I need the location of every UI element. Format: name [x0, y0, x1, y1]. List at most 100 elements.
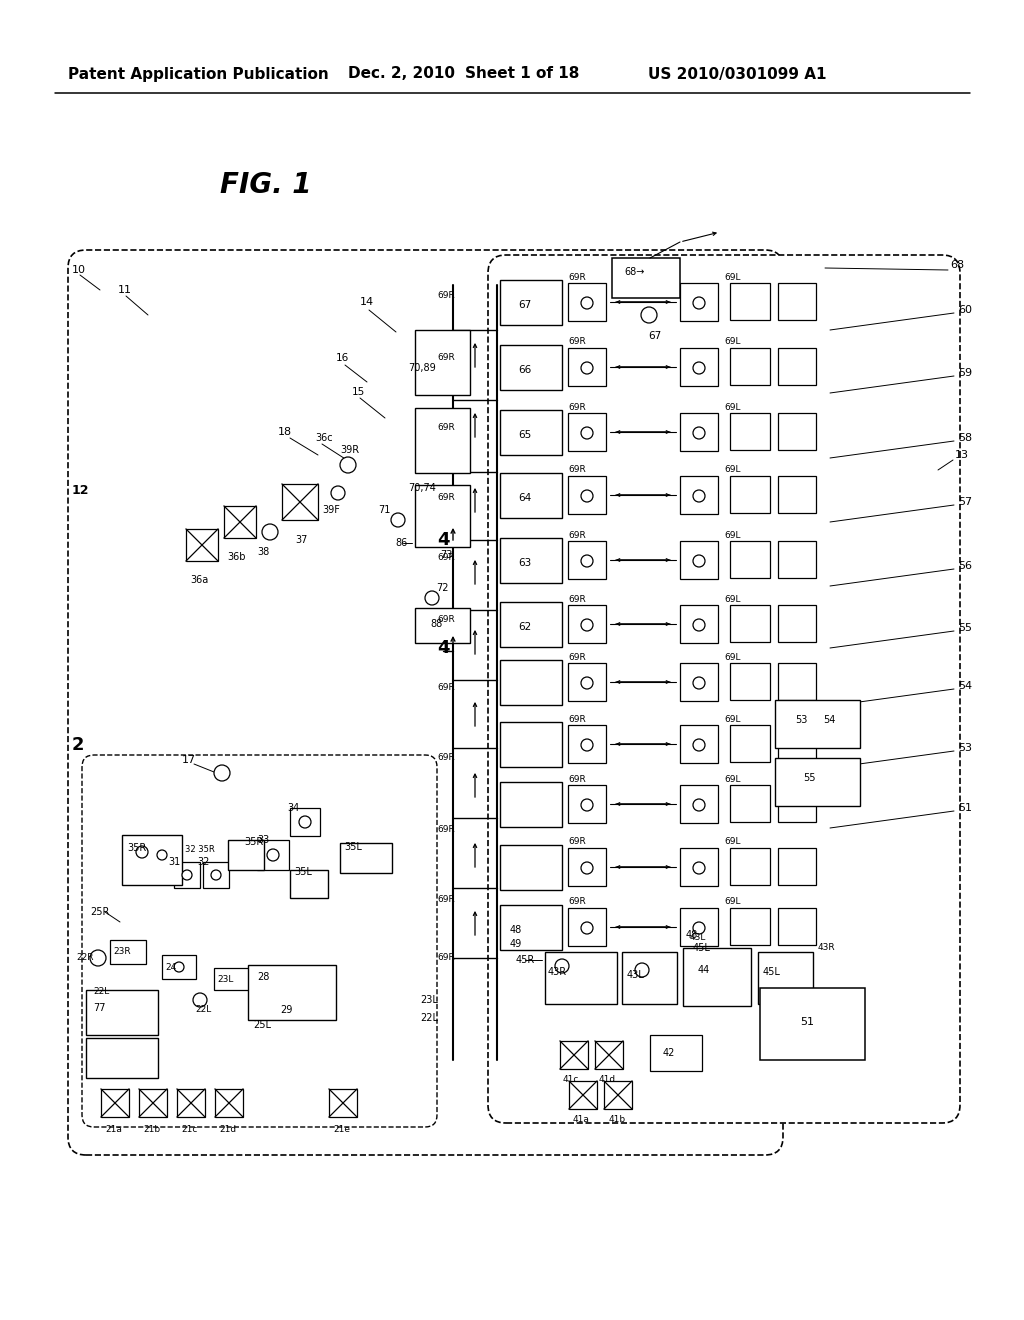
Text: 69R: 69R — [568, 652, 586, 661]
Bar — [282, 484, 318, 520]
Text: US 2010/0301099 A1: US 2010/0301099 A1 — [648, 66, 826, 82]
Circle shape — [581, 554, 593, 568]
Text: 69L: 69L — [724, 652, 740, 661]
Text: 63: 63 — [518, 558, 531, 568]
Text: 31: 31 — [168, 857, 180, 867]
Text: 28: 28 — [257, 972, 269, 982]
Text: 43R: 43R — [818, 944, 836, 953]
Text: 59: 59 — [958, 368, 972, 378]
Bar — [730, 541, 770, 578]
Text: 48: 48 — [686, 931, 698, 940]
Text: 21a: 21a — [105, 1126, 122, 1134]
Text: 2: 2 — [72, 737, 85, 754]
Bar — [174, 862, 200, 888]
Text: 69R: 69R — [568, 338, 586, 346]
Bar — [568, 605, 606, 643]
Circle shape — [581, 739, 593, 751]
Bar — [500, 845, 562, 890]
Text: Dec. 2, 2010: Dec. 2, 2010 — [348, 66, 455, 82]
Text: 10: 10 — [72, 265, 86, 275]
Bar — [340, 843, 392, 873]
Circle shape — [693, 921, 705, 935]
Text: 45L: 45L — [693, 942, 711, 953]
Circle shape — [581, 619, 593, 631]
Text: 21b: 21b — [143, 1126, 160, 1134]
Bar — [650, 1035, 702, 1071]
Text: 69R: 69R — [568, 898, 586, 907]
Text: 86: 86 — [395, 539, 408, 548]
Text: Patent Application Publication: Patent Application Publication — [68, 66, 329, 82]
Bar — [568, 785, 606, 822]
Circle shape — [641, 308, 657, 323]
Circle shape — [193, 993, 207, 1007]
Bar — [680, 663, 718, 701]
Bar — [730, 663, 770, 700]
FancyBboxPatch shape — [68, 249, 783, 1155]
Text: 69R: 69R — [568, 594, 586, 603]
Circle shape — [581, 921, 593, 935]
Text: 69R: 69R — [568, 775, 586, 784]
FancyBboxPatch shape — [488, 255, 961, 1123]
Text: 53: 53 — [795, 715, 807, 725]
Bar — [415, 484, 470, 546]
Bar — [257, 840, 289, 870]
Text: 41a: 41a — [573, 1115, 590, 1125]
Bar — [500, 411, 562, 455]
Bar — [778, 282, 816, 319]
Text: 69R: 69R — [437, 825, 455, 834]
Bar — [730, 725, 770, 762]
Bar — [500, 539, 562, 583]
Text: 22L: 22L — [93, 987, 110, 997]
Text: 67: 67 — [518, 300, 531, 310]
Circle shape — [693, 862, 705, 874]
Text: 36a: 36a — [190, 576, 208, 585]
Text: 32: 32 — [197, 857, 209, 867]
Text: 22L: 22L — [195, 1006, 211, 1015]
Text: 72: 72 — [436, 583, 449, 593]
Text: 55: 55 — [958, 623, 972, 634]
Bar — [86, 1038, 158, 1078]
Bar — [778, 663, 816, 700]
Text: 69R: 69R — [437, 290, 455, 300]
Text: 69L: 69L — [724, 714, 740, 723]
Text: 51: 51 — [958, 803, 972, 813]
Bar — [778, 413, 816, 450]
Text: 36b: 36b — [227, 552, 246, 562]
Circle shape — [157, 850, 167, 861]
Circle shape — [693, 799, 705, 810]
Text: 70,74: 70,74 — [408, 483, 436, 492]
Bar — [568, 663, 606, 701]
Circle shape — [693, 619, 705, 631]
Text: 54: 54 — [958, 681, 972, 690]
Text: 68→: 68→ — [624, 267, 644, 277]
Bar — [730, 605, 770, 642]
Bar — [101, 1089, 129, 1117]
Text: 45R: 45R — [516, 954, 536, 965]
Circle shape — [581, 362, 593, 374]
Text: 70,89: 70,89 — [408, 363, 436, 374]
FancyBboxPatch shape — [82, 755, 437, 1127]
Text: 22L: 22L — [420, 1012, 438, 1023]
Text: 12: 12 — [72, 483, 89, 496]
Bar — [760, 987, 865, 1060]
Bar — [86, 990, 158, 1035]
Text: 23L: 23L — [420, 995, 438, 1005]
Circle shape — [693, 554, 705, 568]
Bar — [500, 473, 562, 517]
Text: 54: 54 — [823, 715, 836, 725]
Bar — [568, 847, 606, 886]
Bar — [612, 257, 680, 298]
Bar — [778, 908, 816, 945]
Text: 55: 55 — [803, 774, 815, 783]
Bar — [778, 605, 816, 642]
Text: 18: 18 — [278, 426, 292, 437]
Text: 69R: 69R — [437, 424, 455, 433]
Bar — [680, 785, 718, 822]
Bar — [122, 836, 182, 884]
Text: 88: 88 — [430, 619, 442, 630]
Bar — [730, 847, 770, 884]
Text: 69L: 69L — [724, 898, 740, 907]
Bar — [110, 940, 146, 964]
Text: 45L: 45L — [763, 968, 781, 977]
Bar — [500, 345, 562, 389]
